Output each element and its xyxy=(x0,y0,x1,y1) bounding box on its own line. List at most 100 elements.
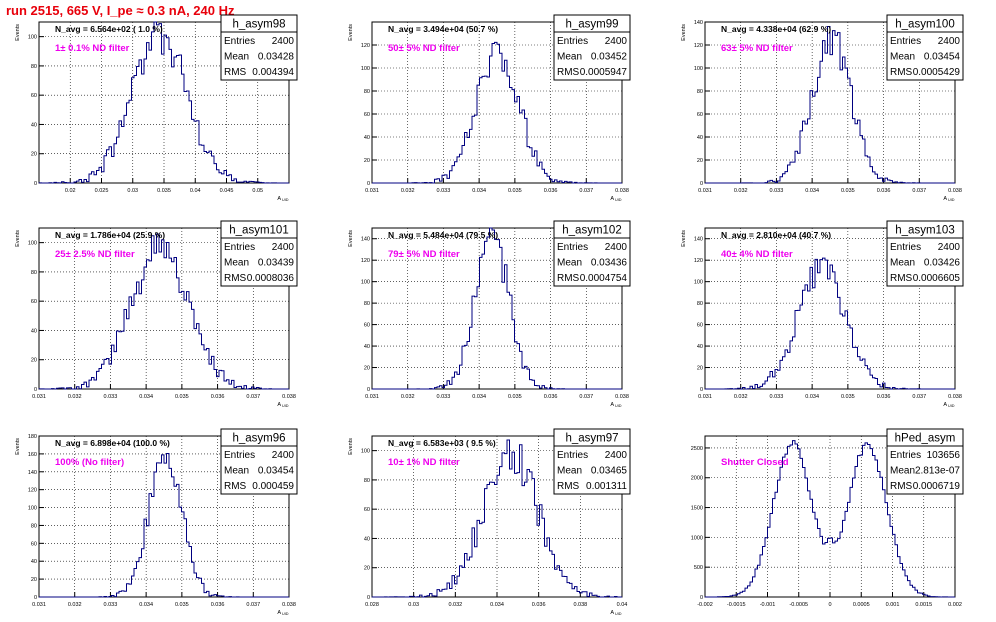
histogram-bars xyxy=(39,453,289,598)
stats-key: Entries xyxy=(224,450,255,461)
y-tick-label: 60 xyxy=(697,323,703,329)
y-tick-label: 20 xyxy=(697,158,703,164)
x-tick-label: 0.034 xyxy=(139,602,153,608)
y-tick-label: 20 xyxy=(31,577,37,583)
y-tick-label: 60 xyxy=(364,323,370,329)
stats-box-title: h_asym99 xyxy=(565,19,618,31)
stats-box-title: h_asym96 xyxy=(232,433,285,445)
y-tick-label: 120 xyxy=(694,258,703,264)
y-axis-title: Events xyxy=(15,24,21,41)
stats-value: 0.0005947 xyxy=(580,67,628,78)
stats-key: RMS xyxy=(890,481,913,492)
x-tick-label: 0.034 xyxy=(805,394,819,400)
stats-value: 2400 xyxy=(605,242,628,253)
x-tick-label: 0.036 xyxy=(544,188,558,194)
y-tick-label: 80 xyxy=(364,301,370,307)
x-axis-title-subscript: UID xyxy=(615,404,622,408)
y-tick-label: 140 xyxy=(361,237,370,243)
y-axis-title: Events xyxy=(681,230,687,247)
stats-key: Mean xyxy=(224,52,249,63)
stats-value: 0.03454 xyxy=(258,466,295,477)
stats-value: 2400 xyxy=(272,36,295,47)
x-tick-label: 0.04 xyxy=(190,188,201,194)
y-tick-label: 20 xyxy=(364,566,370,572)
x-axis-title-subscript: UID xyxy=(282,198,289,202)
stats-value: 0.0005429 xyxy=(913,67,961,78)
histogram-panel-h_asym102: 0.031 0.032 0.033 0.034 0.035 0.036 0.037 0.038… xyxy=(348,220,631,408)
y-tick-label: 60 xyxy=(31,299,37,305)
y-tick-label: 40 xyxy=(697,135,703,141)
y-tick-label: 40 xyxy=(31,122,37,128)
stats-box xyxy=(886,445,964,495)
y-tick-label: 140 xyxy=(28,470,37,476)
stats-box xyxy=(553,445,631,495)
x-axis-title-subscript: UID xyxy=(948,404,955,408)
histogram-bars xyxy=(372,227,622,390)
x-tick-label: 0.034 xyxy=(805,188,819,194)
navg-label: N_avg = 3.494e+04 (50.7 %) xyxy=(388,24,498,34)
y-axis-title: Events xyxy=(15,438,21,455)
stats-value: 2400 xyxy=(605,36,628,47)
x-tick-label: 0.035 xyxy=(175,602,189,608)
x-tick-label: 0.031 xyxy=(32,602,46,608)
navg-label: N_avg = 6.898e+04 (100.0 %) xyxy=(55,438,170,448)
stats-box-title: h_asym98 xyxy=(232,19,285,31)
y-tick-label: 80 xyxy=(697,301,703,307)
stats-value: 2400 xyxy=(272,242,295,253)
x-tick-label: 0.036 xyxy=(532,602,546,608)
stats-key: RMS xyxy=(890,273,913,284)
stats-box xyxy=(553,31,631,81)
histogram-bars xyxy=(371,439,622,598)
y-tick-label: 20 xyxy=(364,158,370,164)
navg-label: N_avg = 6.583e+03 ( 9.5 %) xyxy=(388,438,496,448)
y-tick-label: 20 xyxy=(364,366,370,372)
stats-key: Entries xyxy=(890,36,921,47)
x-axis-title: A xyxy=(943,196,947,202)
filter-label: 10± 1% ND filter xyxy=(388,457,460,468)
histogram-bars xyxy=(38,21,289,184)
stats-box-title: hPed_asym xyxy=(895,433,956,445)
x-tick-label: 0.031 xyxy=(32,394,46,400)
x-tick-label: 0.035 xyxy=(841,188,855,194)
y-tick-label: 40 xyxy=(31,559,37,565)
x-tick-label: 0.033 xyxy=(437,188,451,194)
stats-box xyxy=(553,237,631,287)
x-tick-label: 0.045 xyxy=(220,188,234,194)
histogram-panel-h_asym98: 0.02 0.025 0.03 0.035 0.04 0.045 0.05 0 20 40 60 80… xyxy=(15,14,298,202)
x-axis-title: A xyxy=(610,610,614,616)
y-tick-label: 100 xyxy=(361,449,370,455)
stats-box xyxy=(220,445,298,495)
x-tick-label: 0.038 xyxy=(948,188,962,194)
x-tick-label: 0.035 xyxy=(157,188,171,194)
x-tick-label: 0.038 xyxy=(948,394,962,400)
x-tick-label: -0.0005 xyxy=(789,602,808,608)
stats-box xyxy=(220,31,298,81)
y-tick-label: 100 xyxy=(694,280,703,286)
stats-value: 0.03439 xyxy=(258,258,295,269)
x-axis-title: A xyxy=(277,196,281,202)
x-tick-label: 0.037 xyxy=(579,188,593,194)
y-tick-label: 0 xyxy=(34,387,37,393)
filter-label: 25± 2.5% ND filter xyxy=(55,249,135,260)
stats-value: 0.03426 xyxy=(924,258,961,269)
y-axis-title: Events xyxy=(348,438,354,455)
stats-key: Entries xyxy=(557,242,588,253)
stats-key: RMS xyxy=(224,67,247,78)
x-tick-label: 0.036 xyxy=(544,394,558,400)
stats-key: Mean xyxy=(890,466,915,477)
x-axis-title: A xyxy=(277,610,281,616)
stats-value: 0.004394 xyxy=(252,67,294,78)
y-tick-label: 40 xyxy=(364,536,370,542)
y-tick-label: 160 xyxy=(28,452,37,458)
stats-value: 2.813e-07 xyxy=(915,466,960,477)
x-tick-label: 0.028 xyxy=(365,602,379,608)
y-tick-label: 60 xyxy=(364,507,370,513)
navg-label: N_avg = 6.564e+02 ( 1.0 %) xyxy=(55,24,163,34)
y-tick-label: 1000 xyxy=(691,535,703,541)
stats-value: 0.03428 xyxy=(258,52,295,63)
x-tick-label: 0.031 xyxy=(698,394,712,400)
stats-box-title: h_asym103 xyxy=(895,225,954,237)
y-tick-label: 80 xyxy=(31,64,37,70)
stats-value: 0.03454 xyxy=(924,52,961,63)
stats-key: Entries xyxy=(557,450,588,461)
